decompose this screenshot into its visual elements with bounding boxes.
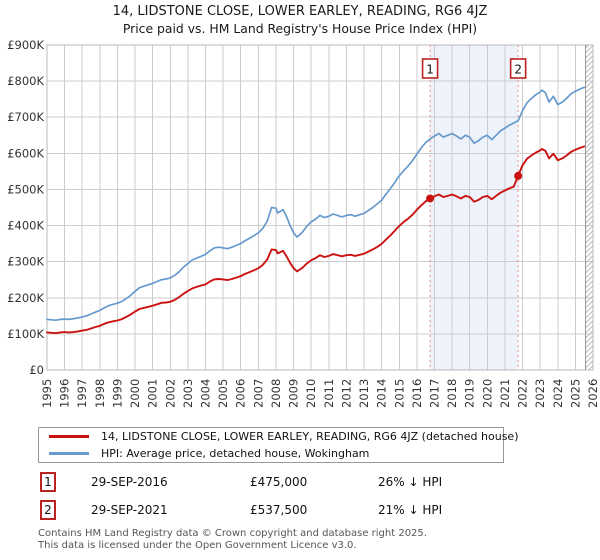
x-axis-tick-label: 2000 bbox=[128, 379, 142, 408]
transaction-1-date: 29-SEP-2016 bbox=[91, 474, 168, 489]
x-axis-tick-label: 2016 bbox=[410, 379, 424, 408]
sale-2-marker-box bbox=[509, 58, 527, 79]
transaction-1-vs-hpi: 26% ↓ HPI bbox=[378, 474, 443, 489]
x-axis-tick-label: 2008 bbox=[269, 379, 283, 408]
between-sales-shading bbox=[430, 45, 519, 370]
x-axis-tick-label: 2004 bbox=[199, 379, 213, 408]
x-axis-tick-label: 1996 bbox=[58, 379, 72, 408]
x-axis-tick-label: 2003 bbox=[181, 379, 195, 408]
x-axis-tick-label: 2010 bbox=[304, 379, 318, 408]
x-axis-tick-label: 2005 bbox=[216, 379, 230, 408]
y-axis-tick-label: £700K bbox=[7, 110, 44, 124]
sale-2-point bbox=[514, 171, 523, 180]
page-title: 14, LIDSTONE CLOSE, LOWER EARLEY, READIN… bbox=[112, 4, 488, 19]
y-axis-tick-label: £800K bbox=[7, 74, 44, 88]
legend-label-hpi: HPI: Average price, detached house, Woki… bbox=[101, 447, 370, 460]
price-chart-svg: 1 2 £0 £100K £200K £300K £400K £500K £600K £700K £… bbox=[7, 38, 600, 408]
y-axis-tick-label: £400K bbox=[7, 219, 44, 233]
x-axis-tick-label: 2019 bbox=[463, 379, 477, 408]
y-axis-tick-label: £900K bbox=[7, 38, 44, 52]
x-axis-tick-label: 1997 bbox=[75, 379, 89, 408]
legend-item-hpi: HPI: Average price, detached house, Woki… bbox=[49, 447, 503, 461]
sale-1-point bbox=[426, 194, 435, 203]
sale-1-marker-number: 1 bbox=[426, 63, 434, 77]
page-subtitle: Price paid vs. HM Land Registry's House … bbox=[122, 21, 478, 36]
y-axis-tick-label: £500K bbox=[7, 182, 44, 196]
price-chart: 1 2 £0 £100K £200K £300K £400K £500K £600K £700K £… bbox=[7, 38, 600, 408]
x-axis-tick-label: 2014 bbox=[375, 379, 389, 408]
footer-line-1: Contains HM Land Registry data © Crown c… bbox=[38, 528, 427, 539]
x-axis-tick-label: 2018 bbox=[445, 379, 459, 408]
x-axis-tick-label: 2007 bbox=[251, 379, 265, 408]
hpi-line-swatch bbox=[49, 452, 89, 455]
x-axis-tick-label: 2011 bbox=[322, 379, 336, 408]
x-axis-tick-label: 2026 bbox=[586, 379, 600, 408]
y-axis-tick-label: £0 bbox=[29, 363, 44, 377]
x-axis-tick-label: 2022 bbox=[516, 379, 530, 408]
property-line-swatch bbox=[49, 435, 89, 438]
transaction-row: 2 29-SEP-2021 £537,500 21% ↓ HPI bbox=[40, 499, 580, 520]
x-axis-tick-label: 2006 bbox=[234, 379, 248, 408]
y-axis-tick-label: £200K bbox=[7, 291, 44, 305]
transaction-1-price: £475,000 bbox=[250, 474, 308, 489]
transaction-2-date: 29-SEP-2021 bbox=[91, 502, 168, 517]
x-axis-tick-label: 2025 bbox=[568, 379, 582, 408]
y-axis-tick-label: £100K bbox=[7, 327, 44, 341]
x-axis-tick-label: 1995 bbox=[40, 379, 54, 408]
sale-2-marker-number: 2 bbox=[514, 63, 522, 77]
x-axis-tick-label: 2017 bbox=[427, 379, 441, 408]
transaction-2-vs-hpi: 21% ↓ HPI bbox=[378, 502, 443, 517]
x-axis-tick-label: 1998 bbox=[93, 379, 107, 408]
transaction-2-price: £537,500 bbox=[250, 502, 308, 517]
x-axis-tick-label: 2012 bbox=[339, 379, 353, 408]
y-axis-tick-label: £600K bbox=[7, 146, 44, 160]
sale-1-marker-box bbox=[421, 58, 439, 79]
footer-line-2: This data is licensed under the Open Gov… bbox=[38, 539, 357, 551]
transaction-2-marker: 2 bbox=[40, 499, 56, 520]
y-axis-tick-label: £300K bbox=[7, 255, 44, 269]
transaction-row: 1 29-SEP-2016 £475,000 26% ↓ HPI bbox=[40, 471, 580, 492]
x-axis-tick-label: 2024 bbox=[551, 379, 565, 408]
transactions-list: 1 29-SEP-2016 £475,000 26% ↓ HPI 2 29-SE… bbox=[40, 471, 580, 527]
legend-label-property: 14, LIDSTONE CLOSE, LOWER EARLEY, READIN… bbox=[101, 430, 519, 443]
x-axis-tick-label: 2009 bbox=[287, 379, 301, 408]
legend: 14, LIDSTONE CLOSE, LOWER EARLEY, READIN… bbox=[38, 427, 518, 463]
property-price-line bbox=[46, 145, 586, 335]
x-axis-tick-label: 2021 bbox=[498, 379, 512, 408]
legend-item-property: 14, LIDSTONE CLOSE, LOWER EARLEY, READIN… bbox=[49, 430, 518, 444]
x-axis-tick-label: 2001 bbox=[146, 379, 160, 408]
hpi-line bbox=[46, 86, 586, 322]
x-axis-tick-label: 2023 bbox=[533, 379, 547, 408]
future-hatch bbox=[585, 44, 594, 371]
x-axis-tick-label: 2013 bbox=[357, 379, 371, 408]
x-axis-tick-label: 1999 bbox=[110, 379, 124, 408]
transaction-1-marker: 1 bbox=[40, 471, 56, 492]
x-axis-tick-label: 2020 bbox=[480, 379, 494, 408]
copyright-footer: Contains HM Land Registry data © Crown c… bbox=[38, 528, 598, 551]
plot-border bbox=[46, 44, 594, 371]
x-axis-tick-label: 2015 bbox=[392, 379, 406, 408]
x-axis-tick-label: 2002 bbox=[163, 379, 177, 408]
